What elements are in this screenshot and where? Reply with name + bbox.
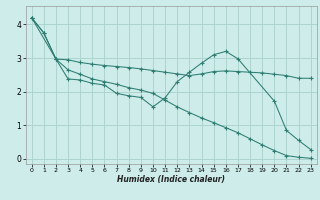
X-axis label: Humidex (Indice chaleur): Humidex (Indice chaleur) bbox=[117, 175, 225, 184]
